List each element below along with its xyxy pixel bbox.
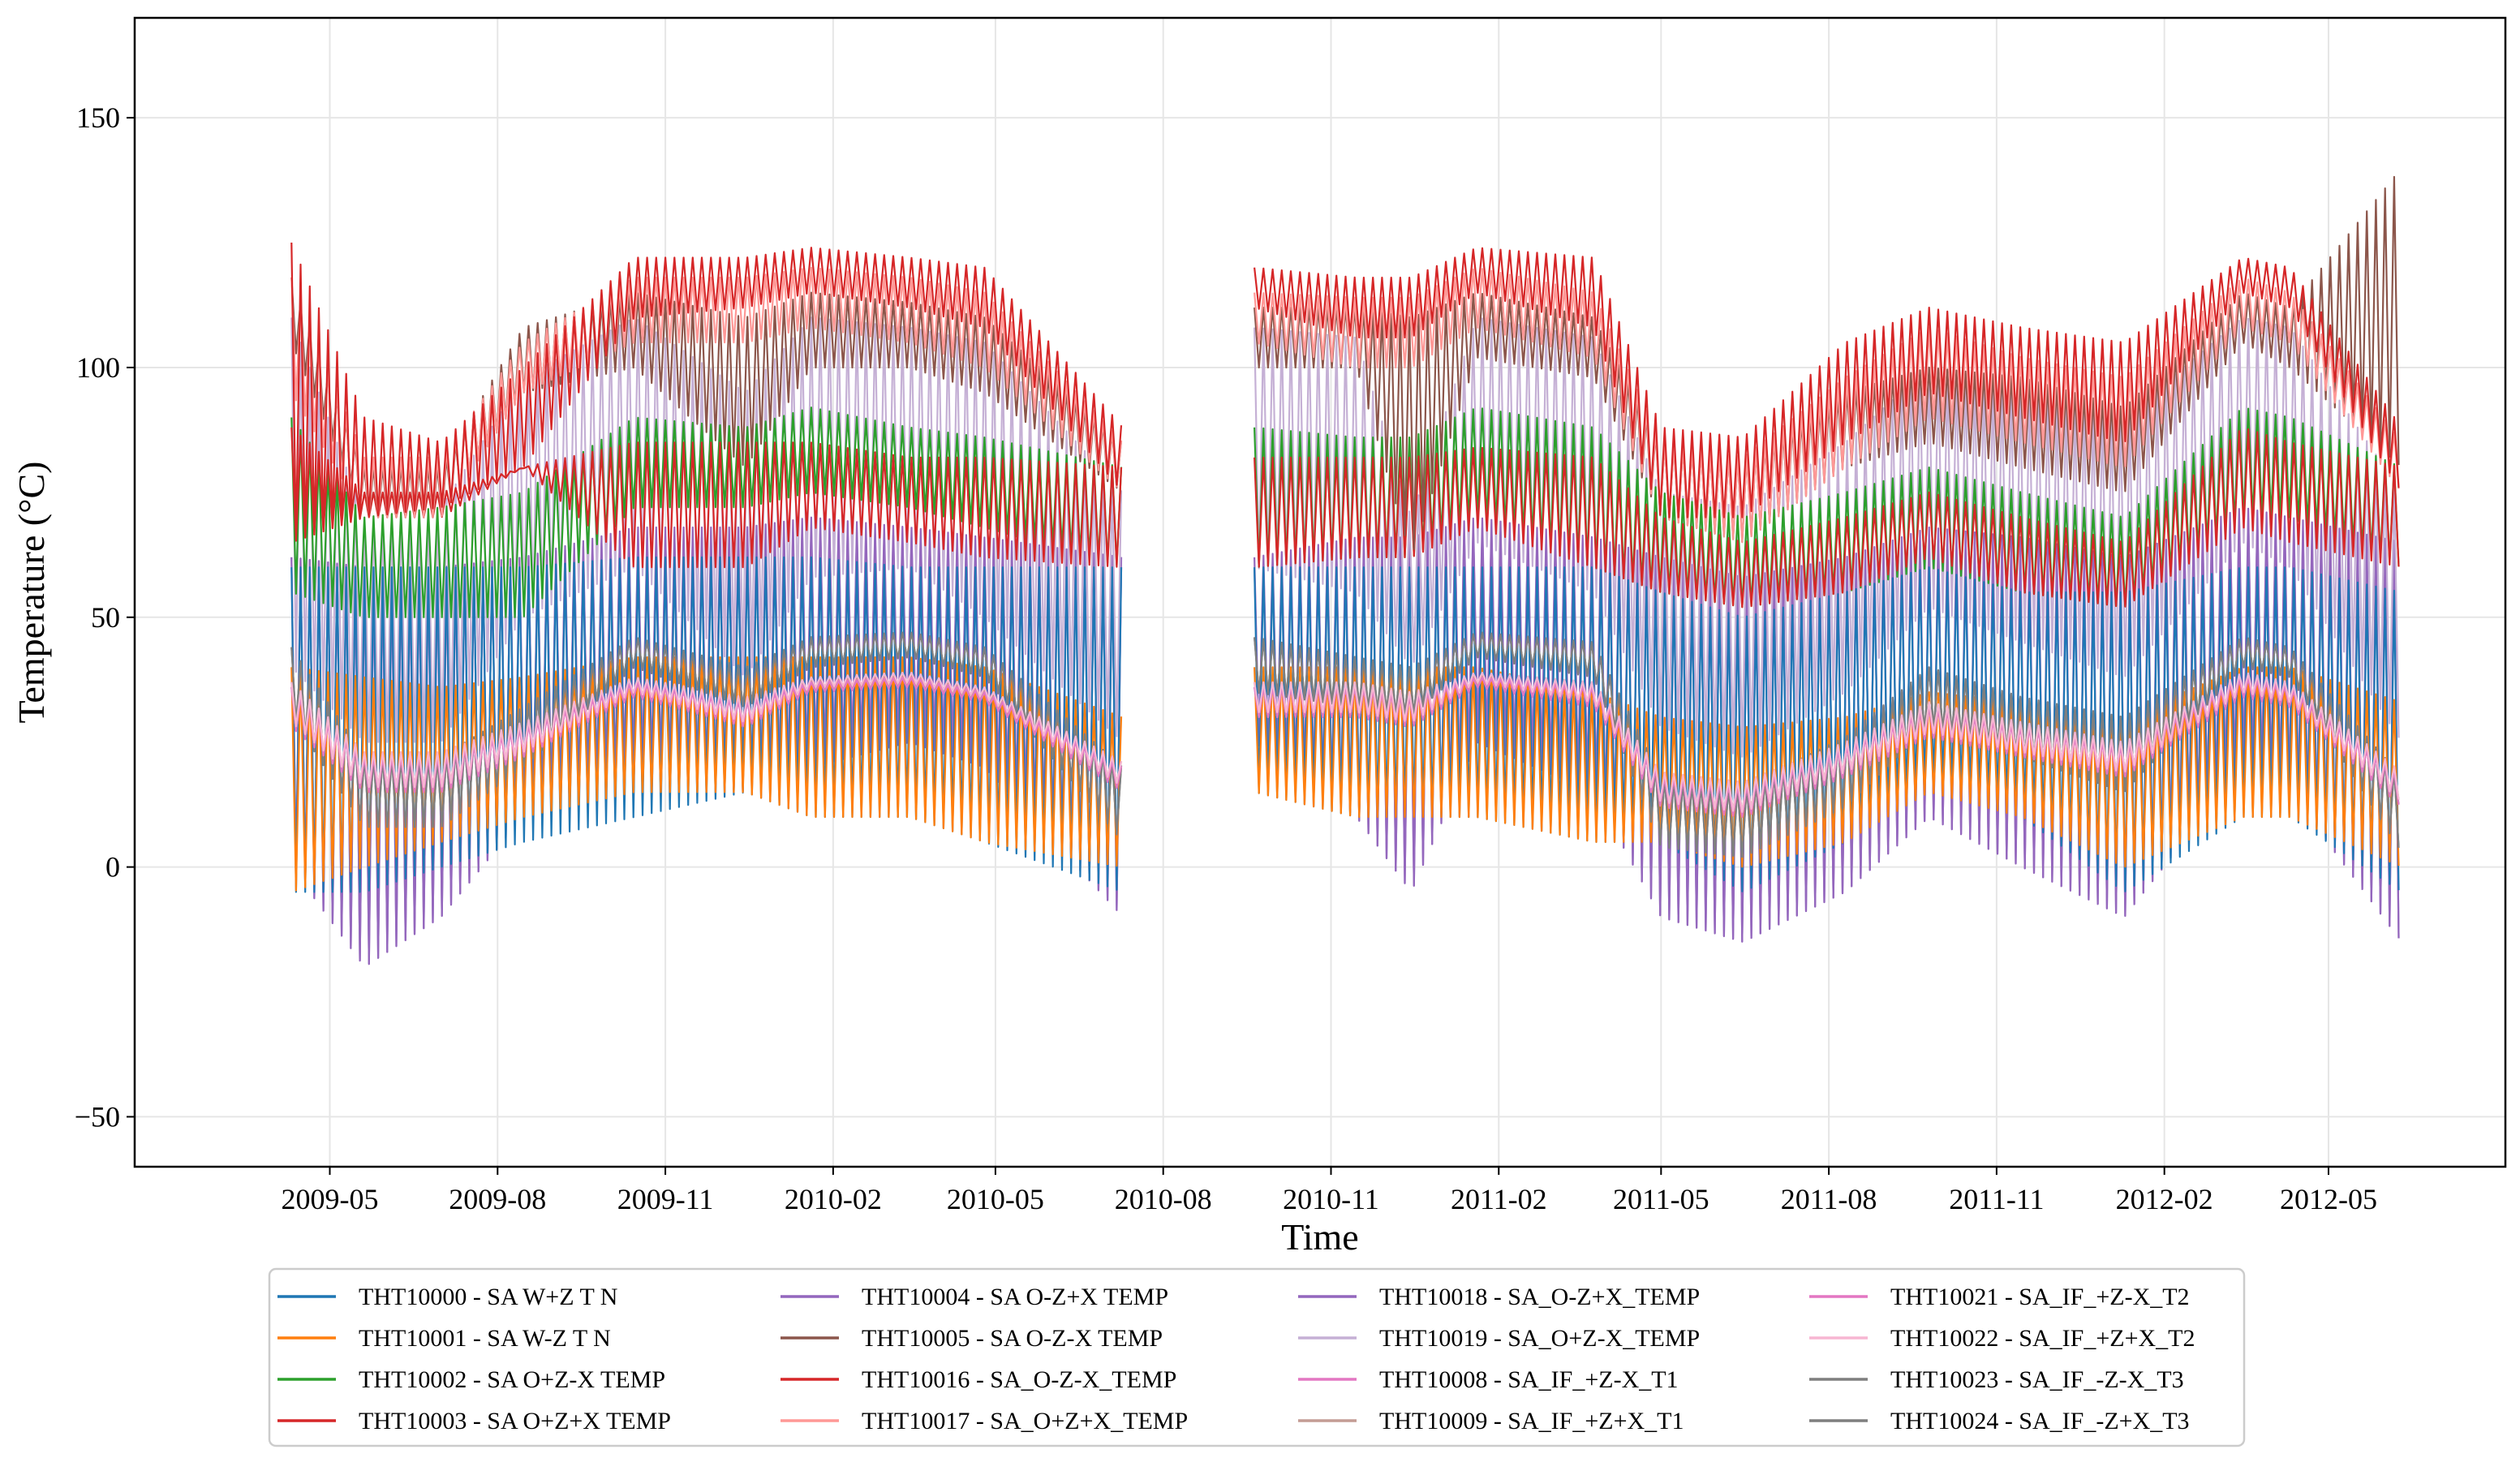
y-tick-label: −50 <box>75 1100 120 1133</box>
legend-label: THT10001 - SA W-Z T N <box>359 1325 611 1352</box>
y-tick-label: 0 <box>105 851 120 884</box>
x-tick-label: 2011-02 <box>1451 1183 1547 1215</box>
legend-label: THT10021 - SA_IF_+Z-X_T2 <box>1890 1284 2190 1310</box>
y-tick-label: 100 <box>76 351 120 384</box>
y-tick-label: 150 <box>76 101 120 134</box>
legend-label: THT10023 - SA_IF_-Z-X_T3 <box>1890 1366 2184 1393</box>
legend-label: THT10004 - SA O-Z+X TEMP <box>862 1284 1168 1310</box>
legend-label: THT10024 - SA_IF_-Z+X_T3 <box>1890 1408 2190 1434</box>
legend-label: THT10005 - SA O-Z-X TEMP <box>862 1325 1163 1352</box>
x-tick-label: 2010-11 <box>1283 1183 1379 1215</box>
legend: THT10000 - SA W+Z T N THT10001 - SA W-Z T… <box>268 1267 2246 1447</box>
x-axis-title: Time <box>1281 1216 1358 1258</box>
x-tick-label: 2010-05 <box>947 1183 1044 1215</box>
series-line <box>290 242 2400 542</box>
y-axis-title: Temperature (°C) <box>11 462 52 724</box>
x-tick-label: 2009-05 <box>282 1183 379 1215</box>
legend-label: THT10017 - SA_O+Z+X_TEMP <box>862 1408 1188 1434</box>
x-tick-label: 2009-08 <box>449 1183 546 1215</box>
x-tick-label: 2012-05 <box>2280 1183 2377 1215</box>
x-tick-label: 2011-05 <box>1613 1183 1709 1215</box>
legend-label: THT10022 - SA_IF_+Z+X_T2 <box>1890 1325 2195 1352</box>
series-line <box>290 266 2400 544</box>
series-line <box>290 427 2400 609</box>
legend-label: THT10019 - SA_O+Z-X_TEMP <box>1379 1325 1700 1352</box>
y-tick-label: 50 <box>91 601 120 634</box>
x-tick-label: 2010-02 <box>785 1183 882 1215</box>
series-line <box>290 631 2400 858</box>
legend-label: THT10008 - SA_IF_+Z-X_T1 <box>1379 1366 1679 1393</box>
legend-label: THT10018 - SA_O-Z+X_TEMP <box>1379 1284 1700 1310</box>
plot-frame <box>133 16 2507 1168</box>
legend-frame <box>268 1267 2246 1447</box>
x-tick-label: 2011-08 <box>1781 1183 1877 1215</box>
axis-ticks: −50 0 50 100 150 2009-05 2009-08 2009-11 2010-02… <box>75 101 2377 1215</box>
legend-label: THT10000 - SA W+Z T N <box>359 1284 617 1310</box>
series-layer <box>290 175 2400 966</box>
legend-label: THT10003 - SA O+Z+X TEMP <box>359 1408 671 1434</box>
x-tick-label: 2010-08 <box>1115 1183 1212 1215</box>
legend-label: THT10002 - SA O+Z-X TEMP <box>359 1366 665 1393</box>
x-tick-label: 2009-11 <box>617 1183 714 1215</box>
x-tick-label: 2011-11 <box>1949 1183 2044 1215</box>
legend-label: THT10016 - SA_O-Z-X_TEMP <box>862 1366 1176 1393</box>
legend-label: THT10009 - SA_IF_+Z+X_T1 <box>1379 1408 1684 1434</box>
x-tick-label: 2012-02 <box>2116 1183 2213 1215</box>
series-line <box>290 671 2400 813</box>
